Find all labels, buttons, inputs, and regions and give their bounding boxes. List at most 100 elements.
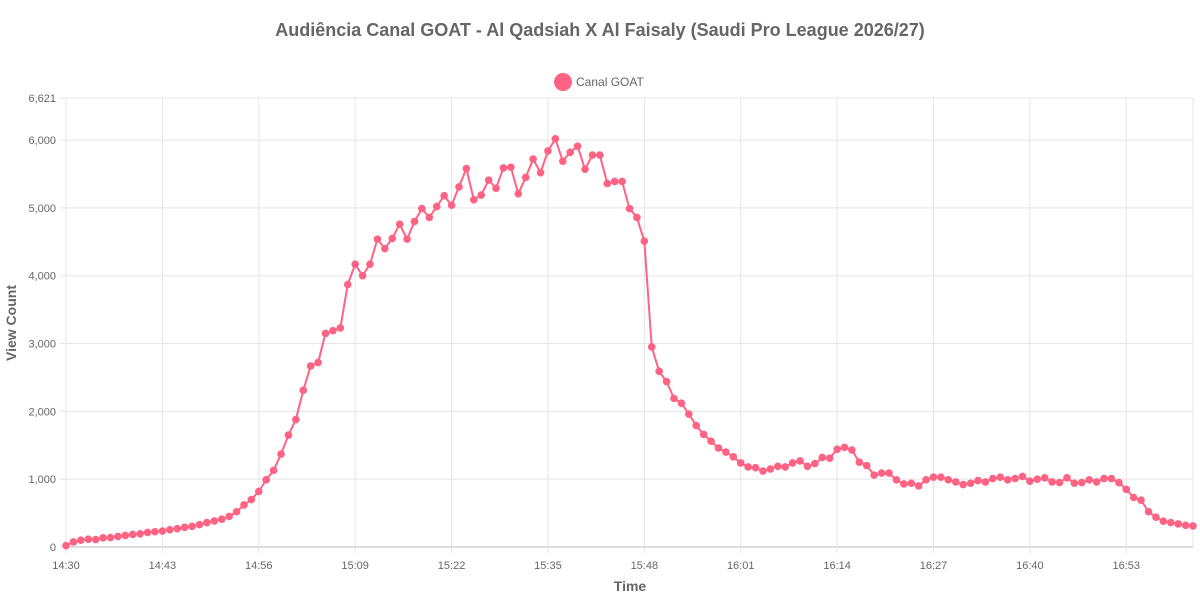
data-point [759,467,767,475]
data-point [825,454,834,462]
data-point [855,458,864,467]
data-point [395,220,404,228]
data-point [781,463,789,471]
data-point [744,463,752,471]
data-point [1137,496,1145,505]
data-point [121,531,130,540]
data-point [729,453,738,461]
data-point [440,191,448,200]
data-point [536,168,545,177]
data-point [217,515,226,523]
grid [60,97,1194,553]
data-point [699,430,708,439]
data-point [1070,479,1079,488]
x-axis-title: Time [614,578,647,594]
data-point [166,525,174,534]
x-tick-label: 16:14 [823,560,851,572]
data-point [566,148,574,157]
data-point [254,487,263,496]
y-tick-label: 2,000 [28,406,56,418]
data-point [989,474,997,483]
data-point [462,164,471,173]
data-point [1063,474,1071,482]
x-tick-label: 14:43 [149,560,177,572]
data-point [507,163,515,172]
data-point [180,523,189,532]
data-point [974,476,982,485]
data-point [1129,493,1138,502]
data-point [1107,474,1116,483]
data-point [677,399,686,408]
data-point [959,480,967,489]
data-point [1018,472,1027,481]
data-point [692,421,701,430]
data-point [633,213,641,222]
y-axis-ticks: 0 1,000 2,000 3,000 4,000 5,000 6,000 6,621 [28,93,56,554]
data-point [1144,507,1153,516]
data-point [640,237,649,245]
data-point [1040,474,1049,482]
data-point [366,260,374,269]
data-point [1122,485,1131,494]
data-point [722,448,730,456]
data-point [403,235,411,243]
legend[interactable]: Canal GOAT [554,73,644,91]
data-point [232,507,241,516]
data-point [981,478,990,486]
y-tick-label: 3,000 [28,339,56,351]
data-point [151,527,159,536]
data-point [128,530,137,539]
data-point [284,431,293,439]
data-point [106,533,115,542]
data-point [521,173,530,182]
data-point [292,415,300,424]
data-point [751,463,760,472]
legend-marker [554,73,572,91]
data-point [99,534,107,542]
y-tick-label: 6,000 [28,135,56,147]
data-point [329,326,337,335]
data-point [596,151,604,159]
data-point [685,410,693,418]
data-point [773,462,782,471]
data-point [1166,518,1175,527]
data-point [610,177,619,186]
data-point [877,469,886,477]
data-point [425,213,434,222]
data-point [418,204,426,213]
data-point [69,538,78,546]
data-point [870,471,878,479]
data-point [158,527,167,535]
data-point [736,459,745,467]
data-point [299,386,308,395]
data-point [1048,478,1056,486]
data-point [432,202,441,211]
data-point [1003,476,1012,484]
data-point [484,176,493,184]
data-point [914,482,923,490]
data-point [188,522,196,531]
x-tick-label: 15:48 [631,560,659,572]
data-point [551,134,560,143]
data-point [618,177,626,186]
data-point [1152,513,1160,521]
data-point [306,362,315,370]
data-point [388,234,397,243]
data-point [447,201,456,210]
x-tick-label: 16:01 [727,560,755,572]
y-tick-label: 5,000 [28,203,56,215]
x-axis-ticks: 14:30 14:43 14:56 15:09 15:22 15:35 15:48 16:01… [52,560,1140,572]
x-tick-label: 16:27 [920,560,948,572]
data-point [514,189,523,198]
data-point [1174,520,1182,528]
y-axis-title: View Count [3,285,19,361]
data-point [1011,474,1019,483]
x-tick-label: 14:56 [245,560,273,572]
data-point [373,235,382,243]
data-point [714,444,723,452]
data-point [581,165,589,174]
data-point [788,459,797,467]
data-point [900,480,908,488]
